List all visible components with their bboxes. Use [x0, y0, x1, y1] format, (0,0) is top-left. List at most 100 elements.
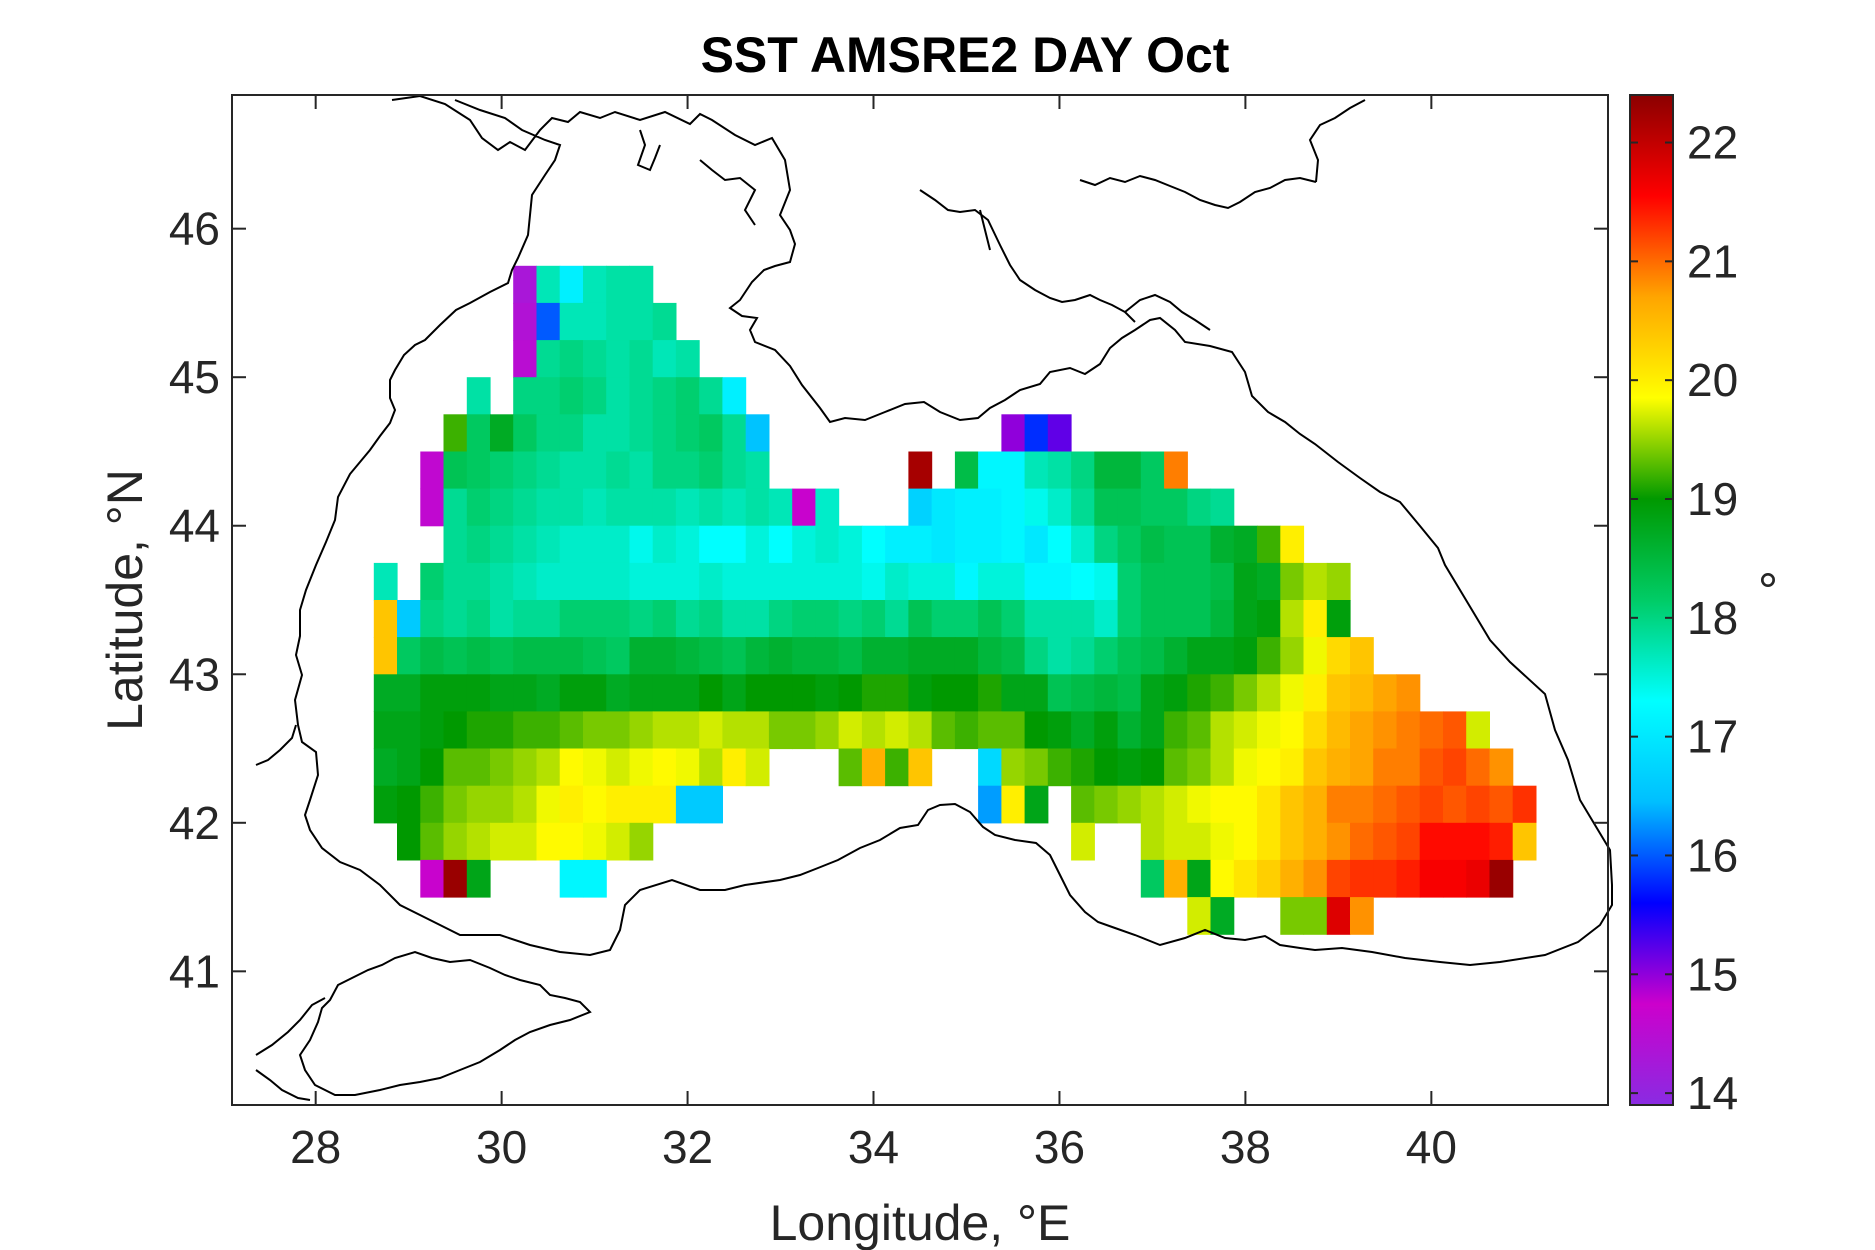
sst-cell	[792, 525, 816, 564]
sst-cell	[466, 414, 491, 452]
sst-cell	[1024, 562, 1049, 601]
sst-cell	[792, 600, 816, 638]
sst-cell	[606, 302, 630, 341]
coastline	[255, 94, 1613, 1101]
sst-cell	[1001, 451, 1026, 490]
sst-cell	[1443, 822, 1467, 861]
sst-cell	[606, 377, 630, 415]
sst-cell	[1303, 711, 1328, 750]
sst-cell	[954, 525, 979, 564]
sst-cell	[699, 748, 723, 787]
sst-cell	[792, 711, 816, 750]
sst-cell	[931, 562, 956, 601]
sst-cell	[1071, 748, 1095, 787]
sst-cell	[1443, 748, 1467, 787]
sst-cell	[536, 562, 561, 601]
sst-cell	[1140, 562, 1165, 601]
y-tick-label: 42	[169, 797, 220, 849]
sst-cell	[699, 562, 723, 601]
sst-cell	[1047, 414, 1072, 452]
sst-cell	[908, 562, 933, 601]
sst-cell	[1117, 748, 1142, 787]
sst-cell	[420, 488, 445, 527]
sst-cell	[536, 451, 561, 490]
sst-cell	[745, 488, 770, 527]
sst-cell	[1280, 785, 1305, 824]
sst-cell	[1257, 674, 1281, 712]
sst-cell	[559, 674, 584, 712]
colorbar-ticks: 14 15 16 17 18 19 20 21 22	[1630, 117, 1738, 1119]
sst-cell	[838, 525, 863, 564]
sst-cell	[1489, 748, 1514, 787]
sst-cell	[1117, 711, 1142, 750]
sst-cell	[513, 748, 537, 787]
sst-cell	[606, 488, 630, 527]
sst-cell	[722, 600, 747, 638]
sst-cell	[536, 488, 561, 527]
sst-cell	[1210, 525, 1235, 564]
sst-cell	[583, 562, 607, 601]
sst-cell	[1326, 785, 1351, 824]
x-axis-label: Longitude, °E	[770, 1195, 1071, 1250]
sst-cell	[1326, 897, 1351, 935]
chart-title: SST AMSRE2 DAY Oct	[701, 27, 1230, 83]
sst-cell	[815, 600, 840, 638]
sst-cell	[1047, 748, 1072, 787]
sst-cell	[699, 785, 723, 824]
sst-cell	[513, 340, 537, 378]
sst-cell	[745, 414, 770, 452]
sst-cell	[1419, 748, 1444, 787]
sst-cell	[559, 414, 584, 452]
sst-cell	[675, 340, 700, 378]
sst-cell	[1326, 600, 1351, 638]
x-tick-label: 38	[1220, 1121, 1271, 1173]
sst-cell	[583, 377, 607, 415]
sst-cell	[699, 377, 723, 415]
sst-cell	[536, 785, 561, 824]
sst-cell	[675, 711, 700, 750]
y-axis-label: Latitude, °N	[97, 469, 153, 731]
sst-cell	[1210, 822, 1235, 861]
sst-cell	[652, 785, 677, 824]
sst-cell	[1071, 822, 1095, 861]
y-tick-label: 45	[169, 351, 220, 403]
sst-cell	[1233, 859, 1258, 898]
sst-cell	[536, 525, 561, 564]
sst-cell	[1210, 785, 1235, 824]
sst-cell	[978, 748, 1002, 787]
sst-cell	[978, 600, 1002, 638]
sst-cell	[513, 302, 537, 341]
sst-cell	[559, 377, 584, 415]
sst-cell	[1071, 674, 1095, 712]
sst-cell	[1280, 674, 1305, 712]
sst-cell	[536, 674, 561, 712]
sst-cell	[722, 488, 747, 527]
y-tick-label: 41	[169, 945, 220, 997]
sst-cell	[1257, 711, 1281, 750]
sst-cell	[1024, 488, 1049, 527]
sst-cell	[629, 637, 654, 675]
sst-cell	[978, 674, 1002, 712]
sst-cell	[1187, 488, 1212, 527]
sst-cell	[1047, 451, 1072, 490]
sst-cell	[420, 859, 445, 898]
sst-cell	[629, 414, 654, 452]
sst-cell	[1140, 674, 1165, 712]
sst-cell	[1140, 600, 1165, 638]
sst-cell	[466, 600, 491, 638]
sst-cell	[513, 637, 537, 675]
sst-cell	[815, 711, 840, 750]
sst-cell	[954, 451, 979, 490]
sst-cell	[652, 711, 677, 750]
sst-cell	[1303, 637, 1328, 675]
sst-cell	[1024, 414, 1049, 452]
sst-cell	[1396, 711, 1421, 750]
sst-cell	[606, 451, 630, 490]
sst-cell	[513, 822, 537, 861]
sst-cell	[606, 674, 630, 712]
sst-cell	[792, 562, 816, 601]
sst-cell	[1396, 785, 1421, 824]
sst-cell	[1001, 785, 1026, 824]
colorbar-gradient	[1629, 94, 1674, 1106]
sst-cell	[745, 451, 770, 490]
